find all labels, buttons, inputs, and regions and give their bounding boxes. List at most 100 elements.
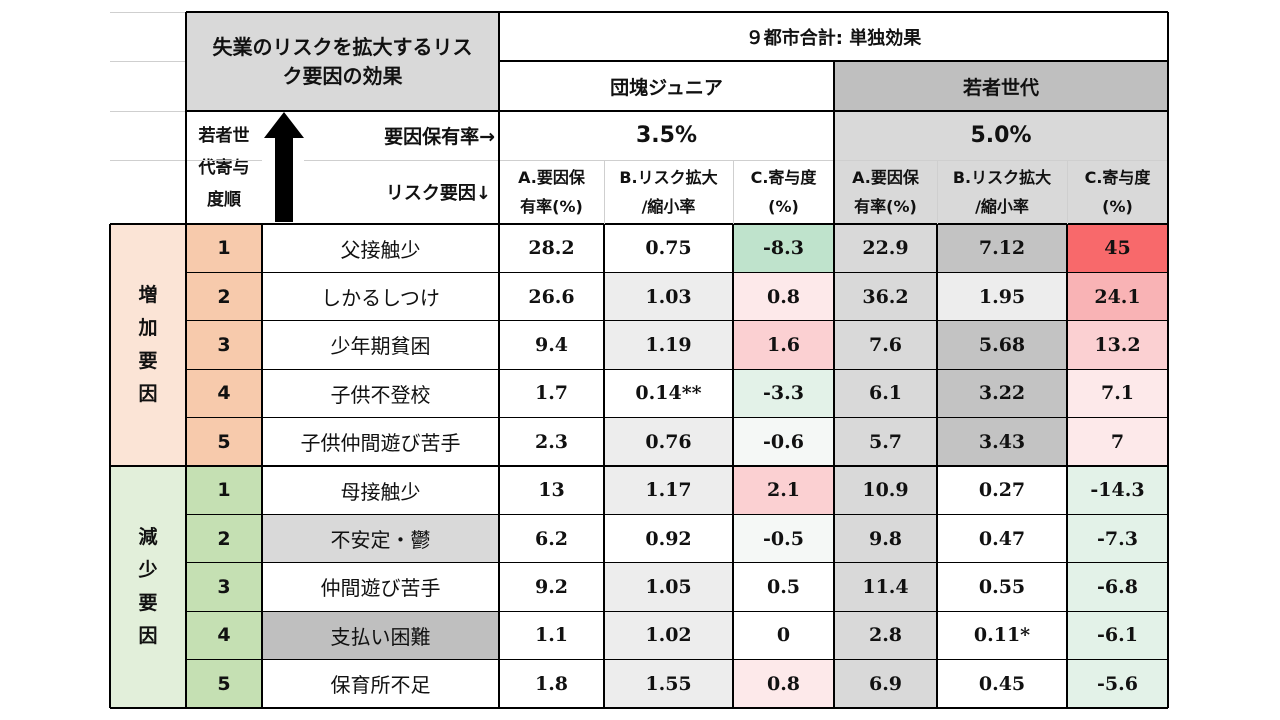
column-header-dankai-b: B.リスク拡大/縮小率 (604, 160, 733, 224)
value-cell-jc-text: 0.5 (766, 575, 801, 598)
value-cell-ya: 10.9 (834, 466, 937, 515)
table-rule (732, 224, 734, 708)
table-rule (186, 659, 1168, 661)
value-cell-yb: 0.47 (937, 514, 1067, 562)
value-cell-yc: 7.1 (1067, 369, 1168, 418)
group-header-dankai: 団塊ジュニア (499, 61, 834, 111)
value-cell-yc: -5.6 (1067, 659, 1168, 708)
table-rule (304, 159, 499, 161)
table-rule (110, 110, 186, 112)
value-cell-ya-text: 2.8 (868, 624, 903, 647)
factor-cell-text: 不安定・鬱 (330, 528, 431, 553)
prevalence-label: 要因保有率→ (304, 111, 499, 160)
value-cell-yb-text: 0.11* (973, 624, 1031, 647)
value-cell-jb: 0.14** (604, 369, 733, 417)
value-cell-ya: 11.4 (834, 562, 937, 612)
column-header-wakamono-a-line: 有率(%) (854, 197, 917, 216)
value-cell-ja: 1.1 (499, 611, 604, 659)
title-cell-line: 失業のリスクを拡大するリス (212, 34, 473, 59)
value-cell-ja: 1.8 (499, 660, 604, 708)
rank-label-line: 若者世 (198, 125, 250, 146)
value-cell-jc: 0 (733, 611, 834, 659)
factor-cell: 仲間遊び苦手 (262, 563, 499, 611)
column-header-wakamono-c: C.寄与度 (%) (1067, 160, 1168, 224)
value-cell-jc: -8.3 (733, 224, 834, 273)
column-header-wakamono-b-line: /縮小率 (975, 197, 1029, 216)
value-cell-ya-text: 9.8 (868, 527, 903, 550)
risk-factor-label: リスク要因↓ (304, 160, 499, 224)
column-header-dankai-b-line: /縮小率 (641, 197, 696, 216)
column-header-dankai-b-line: B.リスク拡大 (619, 168, 718, 187)
value-cell-jb-text: 0.76 (645, 430, 692, 453)
table-rule (110, 159, 186, 161)
section-label-increase-line: 加 (138, 317, 158, 339)
value-cell-ya: 5.7 (834, 417, 937, 466)
value-cell-yb-text: 0.27 (978, 479, 1026, 502)
value-cell-yb: 0.11* (937, 611, 1067, 659)
column-header-wakamono-b-line: B.リスク拡大 (952, 168, 1052, 187)
value-cell-yb: 0.55 (937, 563, 1067, 611)
factor-cell-text: 保育所不足 (330, 673, 431, 698)
section-label-increase-line: 要 (138, 350, 158, 372)
value-cell-ja: 2.3 (499, 418, 604, 466)
table-rule (186, 320, 1168, 322)
table-rule (186, 610, 1168, 612)
rank-cell-text: 2 (217, 527, 231, 550)
value-cell-yc: -14.3 (1067, 466, 1168, 515)
value-cell-jc-text: -0.5 (763, 527, 804, 550)
rank-cell: 5 (186, 659, 262, 708)
value-cell-jb-text: 0.92 (645, 527, 692, 550)
table-rule (110, 706, 1168, 710)
value-cell-yb: 1.95 (937, 272, 1067, 321)
value-cell-yc-text: -6.8 (1097, 575, 1138, 598)
value-cell-jc-text: 0.8 (766, 285, 801, 308)
factor-cell: 支払い困難 (262, 611, 499, 660)
value-cell-ya-text: 5.7 (868, 430, 903, 453)
value-cell-jc-text: -8.3 (763, 237, 804, 260)
value-cell-yb: 0.27 (937, 466, 1067, 514)
table-rule (603, 224, 605, 708)
group-header-wakamono-text: 若者世代 (962, 76, 1039, 99)
title-cell: 失業のリスクを拡大するリス ク要因の効果 (186, 12, 499, 111)
factor-cell-text: しかるしつけ (321, 286, 440, 311)
value-cell-ja: 1.7 (499, 369, 604, 417)
factor-cell-text: 仲間遊び苦手 (320, 576, 441, 601)
column-header-wakamono-b-text: B.リスク拡大/縮小率 (953, 163, 1051, 221)
column-header-dankai-c-line: (%) (768, 197, 799, 216)
value-cell-jb-text: 1.19 (645, 333, 692, 356)
table-rule (186, 159, 262, 161)
column-header-dankai-a-line: A.要因保 (518, 168, 585, 187)
value-cell-jb: 1.02 (604, 611, 733, 660)
value-cell-ja: 9.2 (499, 563, 604, 611)
section-label-increase-line: 増 (138, 284, 158, 306)
value-cell-ja-text: 6.2 (534, 527, 569, 550)
section-label-decrease-line: 少 (138, 559, 158, 581)
title-cell-text: 失業のリスクを拡大するリス ク要因の効果 (213, 33, 473, 91)
value-cell-jb-text: 1.17 (645, 479, 692, 502)
value-cell-jc-text: 1.6 (766, 333, 801, 356)
value-cell-ya-text: 36.2 (862, 285, 909, 308)
value-cell-yc-text: 7.1 (1100, 382, 1135, 405)
rank-cell-text: 1 (217, 479, 231, 502)
table-rule (186, 513, 1168, 515)
table-rule (186, 562, 1168, 564)
rank-cell: 1 (186, 466, 262, 515)
table-rule (186, 110, 499, 112)
rank-cell-text: 3 (217, 575, 231, 598)
value-cell-ja: 6.2 (499, 514, 604, 562)
table-rule (261, 224, 263, 708)
rank-cell-text: 5 (217, 672, 231, 695)
rank-cell: 2 (186, 514, 262, 563)
table-rule (186, 271, 1168, 273)
group-header-dankai-text: 団塊ジュニア (610, 76, 723, 99)
value-cell-jc: 0.5 (733, 563, 834, 611)
rank-cell: 5 (186, 417, 262, 466)
factor-cell: 母接触少 (262, 466, 499, 514)
rank-cell-text: 4 (217, 624, 231, 647)
factor-cell: 少年期貧困 (262, 321, 499, 369)
column-header-dankai-c: C.寄与度 (%) (733, 160, 834, 224)
section-label-increase-line: 因 (138, 383, 158, 405)
value-cell-yb-text: 1.95 (978, 285, 1026, 308)
value-cell-ja: 9.4 (499, 321, 604, 369)
value-cell-yb: 3.43 (937, 417, 1067, 466)
